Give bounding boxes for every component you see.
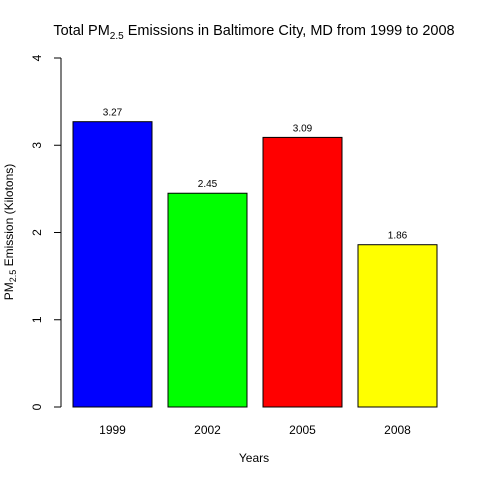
chart-title-prefix: Total PM [53,23,109,39]
bars [73,122,437,407]
y-tick-label-3: 3 [30,142,44,149]
x-tick-label-2002: 2002 [194,423,221,437]
y-axis-title-suffix: Emission (Kilotons) [2,164,16,270]
bar-1999 [73,122,152,407]
y-axis-title-subscript: 2.5 [8,270,18,283]
bar-2008 [358,245,437,407]
chart-title-subscript: 2.5 [110,31,124,42]
data-label-2005: 3.09 [293,123,313,134]
chart-title-suffix: Emissions in Baltimore City, MD from 199… [124,23,455,39]
y-tick-label-0: 0 [30,403,44,410]
y-axis-title-prefix: PM [2,282,16,300]
x-axis-title: Years [239,451,269,465]
data-label-1999: 3.27 [103,108,123,119]
y-axis: 0 1 2 3 4 [30,54,61,410]
y-axis-title: PM2.5 Emission (Kilotons) [2,164,18,301]
y-tick-label-4: 4 [30,54,44,61]
chart-title: Total PM2.5 Emissions in Baltimore City,… [53,23,454,42]
bar-2002 [168,193,247,407]
data-label-2008: 1.86 [388,231,408,242]
x-tick-label-2008: 2008 [384,423,411,437]
x-axis-labels: 1999 2002 2005 2008 [99,423,411,437]
x-tick-label-1999: 1999 [99,423,126,437]
bar-2005 [263,137,342,407]
y-tick-label-2: 2 [30,229,44,236]
data-label-2002: 2.45 [198,179,218,190]
y-tick-label-1: 1 [30,316,44,323]
x-tick-label-2005: 2005 [289,423,316,437]
